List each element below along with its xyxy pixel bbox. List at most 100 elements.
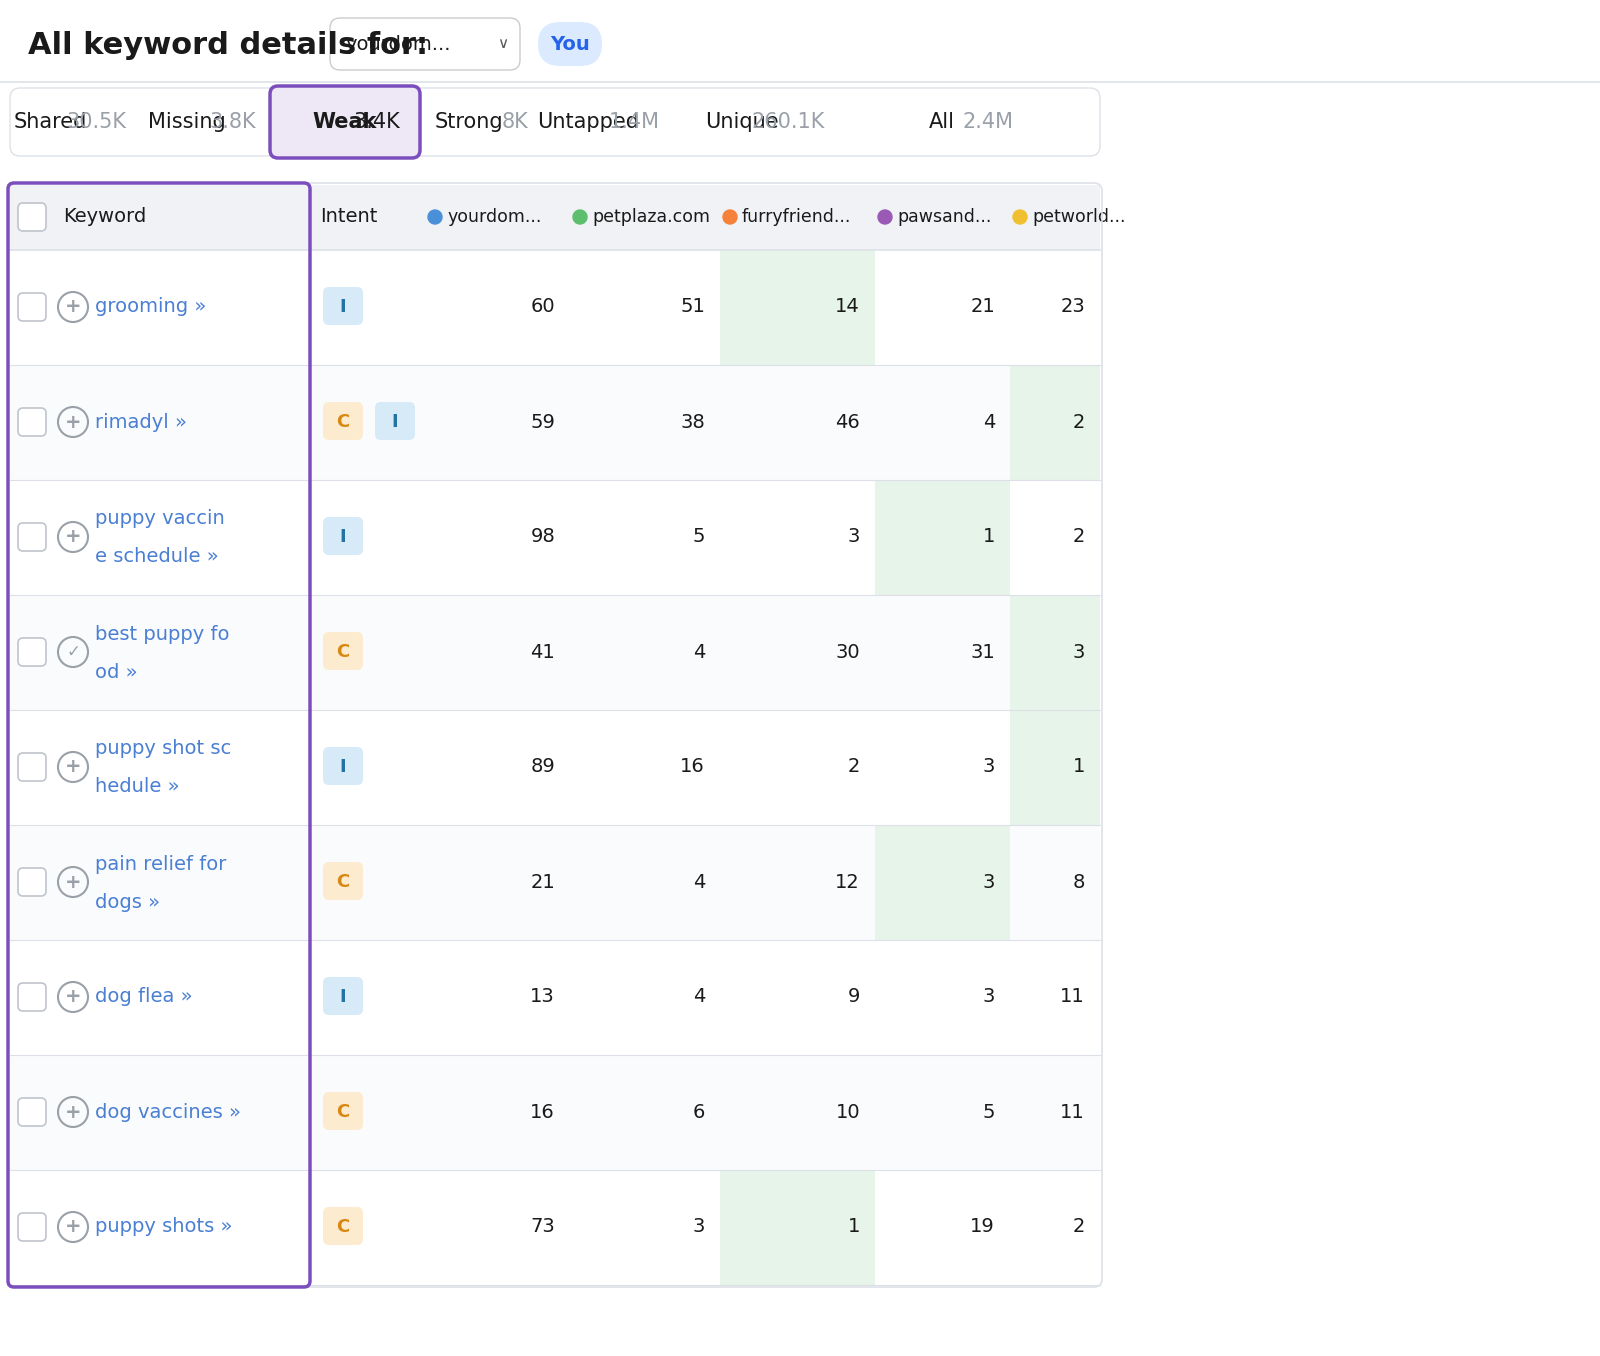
Bar bbox=[1010, 365, 1101, 480]
Text: 2: 2 bbox=[1072, 412, 1085, 431]
Text: 12: 12 bbox=[835, 872, 861, 891]
FancyBboxPatch shape bbox=[18, 523, 46, 551]
Text: I: I bbox=[339, 758, 346, 776]
Text: C: C bbox=[336, 414, 350, 431]
Text: 98: 98 bbox=[530, 527, 555, 546]
FancyBboxPatch shape bbox=[18, 408, 46, 437]
Bar bbox=[10, 1055, 1101, 1170]
Text: puppy vaccin: puppy vaccin bbox=[94, 510, 224, 529]
Text: +: + bbox=[64, 412, 82, 431]
Bar bbox=[10, 250, 1101, 365]
Text: 89: 89 bbox=[530, 758, 555, 777]
Text: +: + bbox=[64, 297, 82, 316]
FancyBboxPatch shape bbox=[18, 983, 46, 1012]
Text: 21: 21 bbox=[530, 872, 555, 891]
Text: 16: 16 bbox=[530, 1102, 555, 1121]
Text: petworld...: petworld... bbox=[1032, 207, 1125, 226]
FancyBboxPatch shape bbox=[323, 632, 363, 670]
Text: All keyword details for:: All keyword details for: bbox=[29, 31, 429, 61]
Text: 4: 4 bbox=[693, 987, 706, 1006]
Text: 2: 2 bbox=[1072, 1218, 1085, 1237]
FancyBboxPatch shape bbox=[18, 293, 46, 321]
Bar bbox=[875, 824, 1010, 940]
Text: Weak: Weak bbox=[314, 113, 378, 132]
Circle shape bbox=[723, 210, 738, 224]
Bar bbox=[1010, 711, 1101, 824]
Text: grooming »: grooming » bbox=[94, 297, 206, 316]
Bar bbox=[10, 940, 1101, 1055]
Text: ✓: ✓ bbox=[66, 643, 80, 660]
Text: 3.4K: 3.4K bbox=[354, 113, 400, 132]
Text: puppy shots »: puppy shots » bbox=[94, 1218, 232, 1237]
Text: 2: 2 bbox=[1072, 527, 1085, 546]
Bar bbox=[10, 1170, 1101, 1285]
Circle shape bbox=[1013, 210, 1027, 224]
Text: All: All bbox=[930, 113, 955, 132]
FancyBboxPatch shape bbox=[18, 753, 46, 781]
Circle shape bbox=[878, 210, 893, 224]
FancyBboxPatch shape bbox=[18, 1214, 46, 1241]
Text: 59: 59 bbox=[530, 412, 555, 431]
FancyBboxPatch shape bbox=[538, 22, 602, 66]
FancyBboxPatch shape bbox=[18, 1098, 46, 1125]
FancyBboxPatch shape bbox=[270, 85, 419, 159]
Text: +: + bbox=[64, 527, 82, 546]
Text: Unique: Unique bbox=[706, 113, 779, 132]
Text: C: C bbox=[336, 1218, 350, 1237]
Text: 10: 10 bbox=[835, 1102, 861, 1121]
Text: 30.5K: 30.5K bbox=[66, 113, 126, 132]
Text: 13: 13 bbox=[530, 987, 555, 1006]
FancyBboxPatch shape bbox=[374, 401, 414, 439]
Text: 51: 51 bbox=[680, 297, 706, 316]
Text: 8: 8 bbox=[1072, 872, 1085, 891]
Text: 5: 5 bbox=[982, 1102, 995, 1121]
Text: I: I bbox=[339, 527, 346, 546]
Text: ∨: ∨ bbox=[498, 37, 509, 52]
Text: 1.4M: 1.4M bbox=[608, 113, 659, 132]
Text: petplaza.com: petplaza.com bbox=[592, 207, 710, 226]
Bar bbox=[10, 595, 1101, 711]
FancyBboxPatch shape bbox=[18, 203, 46, 231]
Text: 14: 14 bbox=[835, 297, 861, 316]
Text: 2: 2 bbox=[848, 758, 861, 777]
FancyBboxPatch shape bbox=[323, 287, 363, 325]
FancyBboxPatch shape bbox=[330, 18, 520, 71]
Text: C: C bbox=[336, 873, 350, 891]
FancyBboxPatch shape bbox=[18, 639, 46, 666]
FancyBboxPatch shape bbox=[323, 747, 363, 785]
Text: 1: 1 bbox=[1072, 758, 1085, 777]
Text: C: C bbox=[336, 1102, 350, 1121]
Text: furryfriend...: furryfriend... bbox=[742, 207, 851, 226]
Bar bbox=[10, 184, 1101, 250]
Text: 2.4M: 2.4M bbox=[963, 113, 1013, 132]
FancyBboxPatch shape bbox=[18, 868, 46, 896]
Text: 21: 21 bbox=[970, 297, 995, 316]
Text: +: + bbox=[64, 872, 82, 891]
Bar bbox=[10, 184, 1101, 1285]
Text: pawsand...: pawsand... bbox=[898, 207, 992, 226]
Text: 3: 3 bbox=[982, 987, 995, 1006]
Bar bbox=[10, 365, 1101, 480]
Text: yourdom...: yourdom... bbox=[446, 207, 541, 226]
Text: 3: 3 bbox=[1072, 643, 1085, 662]
Bar bbox=[10, 711, 1101, 824]
Text: 4: 4 bbox=[693, 872, 706, 891]
Text: +: + bbox=[64, 1218, 82, 1237]
Text: 9: 9 bbox=[848, 987, 861, 1006]
Text: C: C bbox=[336, 643, 350, 660]
Text: 6: 6 bbox=[693, 1102, 706, 1121]
Bar bbox=[720, 250, 875, 365]
Text: 19: 19 bbox=[970, 1218, 995, 1237]
Text: Keyword: Keyword bbox=[62, 207, 146, 226]
Text: od »: od » bbox=[94, 663, 138, 682]
Text: 3: 3 bbox=[848, 527, 861, 546]
Text: Untapped: Untapped bbox=[538, 113, 638, 132]
Text: +: + bbox=[64, 987, 82, 1006]
Text: 3: 3 bbox=[693, 1218, 706, 1237]
Bar bbox=[1010, 595, 1101, 711]
Text: 38: 38 bbox=[680, 412, 706, 431]
Circle shape bbox=[429, 210, 442, 224]
Bar bbox=[10, 824, 1101, 940]
Text: I: I bbox=[339, 989, 346, 1006]
Text: 3.8K: 3.8K bbox=[210, 113, 256, 132]
